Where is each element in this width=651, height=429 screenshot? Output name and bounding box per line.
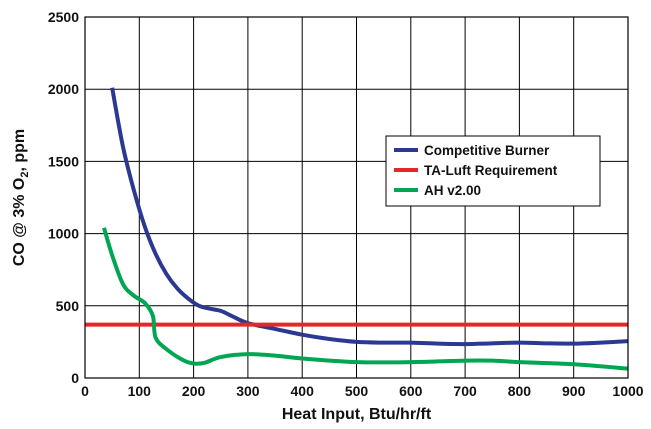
- x-tick-label: 0: [81, 383, 89, 399]
- x-tick-labels: 0 100 200 300 400 500 600 700 800 900 1000: [81, 383, 644, 399]
- x-tick-label: 600: [399, 383, 423, 399]
- x-tick-label: 100: [128, 383, 152, 399]
- y-axis-label: CO @ 3% O2, ppm: [11, 129, 31, 266]
- y-tick-label: 500: [56, 298, 80, 314]
- series-line-competitive-burner: [110, 87, 629, 347]
- y-tick-label: 0: [71, 370, 79, 386]
- x-tick-label: 800: [508, 383, 532, 399]
- x-tick-label: 700: [453, 383, 477, 399]
- y-tick-labels: 0 500 1000 1500 2000 2500: [48, 9, 79, 386]
- legend-box: [385, 135, 601, 207]
- y-tick-label: 2000: [48, 81, 79, 97]
- y-axis-label-unit: , ppm: [11, 129, 28, 172]
- x-tick-label: 200: [182, 383, 206, 399]
- legend-label-competitive-burner: Competitive Burner: [424, 143, 550, 158]
- x-tick-label: 1000: [612, 383, 643, 399]
- x-tick-label: 400: [291, 383, 315, 399]
- legend-label-ta-luft-requirement: TA-Luft Requirement: [424, 163, 558, 178]
- y-axis-label-subscript: 2: [19, 172, 31, 178]
- legend-label-ah-v2-00: AH v2.00: [424, 183, 481, 198]
- legend: Competitive Burner TA-Luft Requirement AH …: [385, 135, 601, 207]
- y-tick-label: 1500: [48, 153, 79, 169]
- x-axis-label: Heat Input, Btu/hr/ft: [282, 406, 432, 423]
- x-tick-label: 500: [345, 383, 369, 399]
- series-lines: [85, 87, 629, 371]
- y-tick-label: 1000: [48, 226, 79, 242]
- series-line-ah-v2-00: [102, 227, 629, 371]
- x-tick-label: 300: [236, 383, 260, 399]
- y-axis-label-main: CO @ 3% O: [11, 178, 28, 267]
- x-tick-label: 900: [562, 383, 586, 399]
- y-tick-label: 2500: [48, 9, 79, 25]
- plot-frame: [84, 16, 629, 379]
